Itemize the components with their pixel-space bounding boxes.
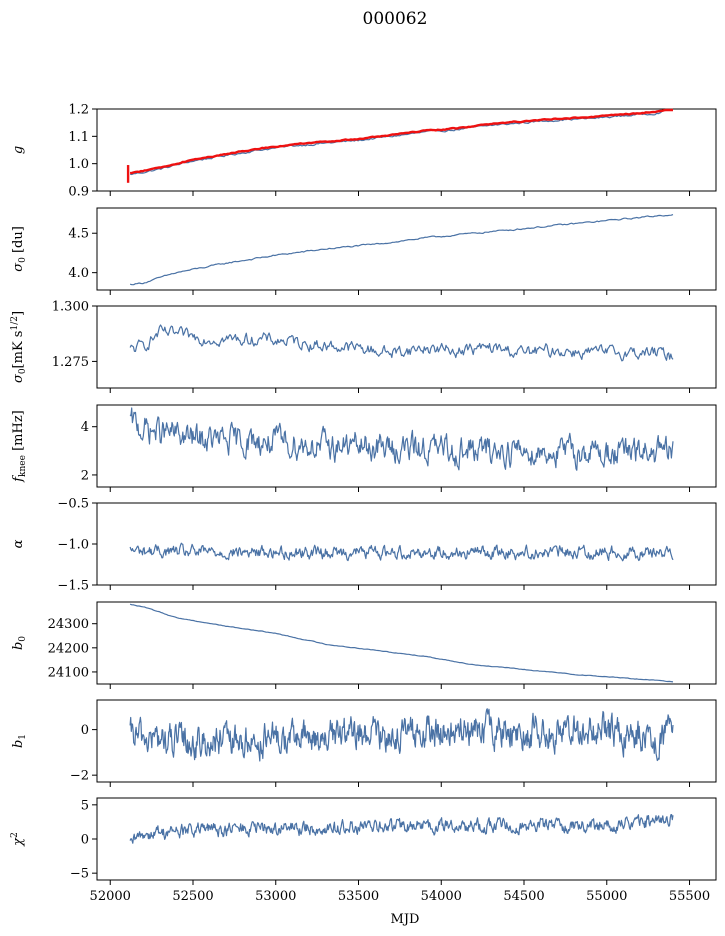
- y-axis-label: χ2​: [10, 832, 26, 847]
- y-axis-label-part: σ: [11, 373, 26, 383]
- series-line-1: [129, 708, 674, 762]
- y-axis-label-part: 2: [10, 832, 20, 838]
- x-tick-label: 52000: [90, 889, 131, 904]
- y-tick-label: 1.300: [52, 300, 89, 315]
- y-axis-label-part: σ: [11, 262, 26, 272]
- x-tick-label: 55000: [586, 889, 627, 904]
- y-axis-label-part: χ: [11, 837, 26, 847]
- x-tick-label: 54500: [503, 889, 544, 904]
- y-tick-label: −2: [70, 769, 89, 784]
- y-axis-label: g: [11, 146, 26, 154]
- y-axis-label-part: [du]: [11, 226, 26, 257]
- y-tick-label: 2: [81, 468, 89, 483]
- y-tick-label: 0: [81, 723, 89, 738]
- panels: 0.9 1.0 1.1 1.2 g 4.0 4.5 σ0​ [du] 1.275 1.300 σ0​…: [10, 103, 717, 904]
- y-axis-label-part: 0: [18, 636, 28, 642]
- x-tick-label: 53500: [338, 889, 379, 904]
- y-tick-label: 0.9: [68, 185, 89, 200]
- series-line-1: [129, 407, 674, 471]
- panel-8: −5 0 5 52000 52500 53000 53500 54000 54500 55000 5…: [10, 797, 717, 904]
- series-line-1: [129, 214, 674, 286]
- panel-frame: [96, 601, 717, 685]
- y-axis-label-part: f: [11, 475, 26, 483]
- y-tick-label: −5: [70, 867, 89, 882]
- panel-1: 0.9 1.0 1.1 1.2 g: [11, 103, 717, 200]
- y-tick-label: 24300: [48, 617, 89, 632]
- y-axis-label: b1​: [11, 734, 28, 748]
- series-line-1: [129, 542, 674, 562]
- panel-frame: [96, 108, 717, 192]
- panel-5: −1.5 −1.0 −0.5 α: [11, 497, 717, 594]
- series-line-1: [129, 603, 674, 683]
- y-axis-label-part: g: [11, 146, 26, 154]
- y-axis-label-part: [mHz]: [11, 410, 26, 455]
- panel-frame: [96, 207, 717, 291]
- y-tick-label: −1.5: [57, 579, 89, 594]
- panel-7: −2 0 b1​: [11, 699, 717, 787]
- y-axis-label-part: α: [11, 539, 26, 548]
- y-axis-label: b0​: [11, 636, 28, 650]
- y-axis-label-part: [mK s: [11, 331, 26, 369]
- y-axis-label-part: ]: [11, 311, 26, 316]
- y-axis-label: fknee​ [mHz]: [11, 410, 28, 483]
- y-axis-label-part: 1: [18, 734, 28, 740]
- y-tick-label: 1.275: [52, 355, 89, 370]
- panel-frame: [96, 797, 717, 881]
- y-tick-label: 4.5: [68, 227, 89, 242]
- figure-title: 000062: [363, 9, 428, 29]
- y-axis-label-part: 1/2: [10, 316, 20, 330]
- y-tick-label: 24200: [48, 641, 89, 656]
- series-line-1: [129, 813, 674, 844]
- y-tick-label: 4: [81, 420, 89, 435]
- panel-frame: [96, 404, 717, 488]
- y-tick-label: 1.2: [68, 103, 89, 118]
- panel-frame: [96, 699, 717, 783]
- y-tick-label: −0.5: [57, 497, 89, 512]
- panel-frame: [96, 305, 717, 389]
- series-line-1: [130, 109, 673, 176]
- x-axis-label: MJD: [391, 912, 420, 927]
- panel-3: 1.275 1.300 σ0​[mK s1/2​]: [10, 300, 717, 393]
- panel-frame: [96, 502, 717, 586]
- y-axis-label-part: b: [11, 740, 26, 748]
- y-tick-label: −1.0: [57, 538, 89, 553]
- y-axis-label-part: 0: [18, 368, 28, 374]
- y-tick-label: 4.0: [68, 266, 89, 281]
- y-axis-label-part: 0: [18, 257, 28, 263]
- panel-2: 4.0 4.5 σ0​ [du]: [11, 207, 717, 295]
- y-axis-label: σ0​[mK s1/2​]: [10, 311, 28, 383]
- y-axis-label: σ0​ [du]: [11, 226, 28, 272]
- x-tick-label: 52500: [172, 889, 213, 904]
- y-tick-label: 1.0: [68, 157, 89, 172]
- x-tick-label: 55500: [669, 889, 710, 904]
- y-axis-label-part: b: [11, 642, 26, 650]
- y-tick-label: 24100: [48, 665, 89, 680]
- panel-4: 2 4 fknee​ [mHz]: [11, 404, 717, 492]
- x-tick-label: 54000: [421, 889, 462, 904]
- y-tick-label: 0: [81, 833, 89, 848]
- series-line-2: [129, 108, 673, 175]
- y-axis-label: α: [11, 539, 26, 548]
- y-axis-label-part: knee: [18, 455, 28, 477]
- y-tick-label: 1.1: [68, 130, 89, 145]
- panel-6: 24100 24200 24300 b0​: [11, 601, 717, 689]
- series-line-1: [129, 324, 674, 362]
- y-tick-label: 5: [81, 798, 89, 813]
- x-tick-label: 53000: [255, 889, 296, 904]
